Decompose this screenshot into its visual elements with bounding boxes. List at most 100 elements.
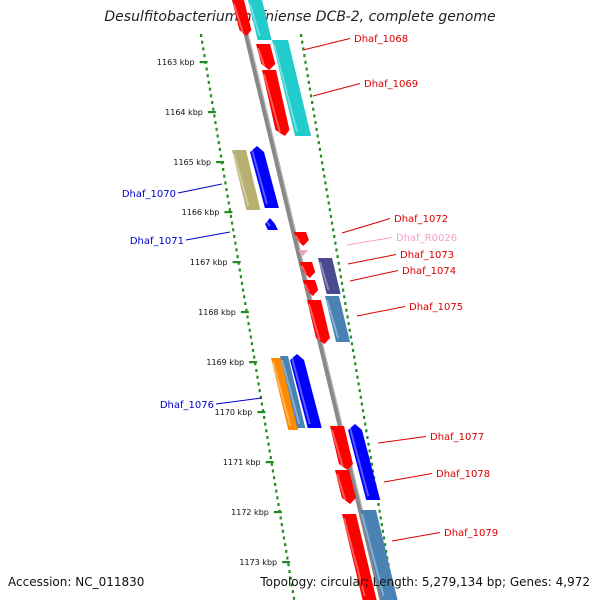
gene-dhaf-1074-shine [304,283,310,293]
gene-dhaf-1074[interactable] [303,280,319,296]
gene-dhaf-1075[interactable] [307,300,330,344]
tick-dot [203,54,206,58]
leader-line [302,38,351,51]
tick-dot [311,101,314,104]
tick-dot [259,395,262,399]
tick-dot [371,469,375,473]
gene-label-right[interactable]: Dhaf_R0026 [396,233,457,244]
gene-label-left[interactable]: Dhaf_1076 [160,400,214,411]
gene-label-right[interactable]: Dhaf_1078 [436,469,490,480]
tick-dot [224,181,227,185]
tick-dot [218,147,221,151]
tick-major [232,261,241,264]
tick-dot [366,436,369,439]
gene-dhaf-1069[interactable] [272,40,312,136]
gene-top-red[interactable] [232,0,252,36]
tick-dot [274,482,277,486]
tick-dot [236,255,239,259]
gene-slate[interactable] [318,258,341,294]
tick-dot [233,235,236,238]
gene-steel-1076-shine [281,359,301,425]
gene-steel-1079[interactable] [360,510,398,600]
tick-dot [229,214,233,218]
gene-top-cyan[interactable] [248,0,272,40]
gene-label-right[interactable]: Dhaf_1079 [444,528,498,539]
gene-steel-1075[interactable] [325,296,351,342]
tick-dot [268,449,271,453]
tick-dot [272,476,276,480]
tick-dot [254,362,257,366]
gene-dhaf-1070[interactable] [250,146,279,208]
gene-label-right[interactable]: Dhaf_1073 [400,250,454,261]
tick-dot [245,308,248,312]
tick-dot [222,168,225,171]
gene-dhaf-1073-shine [301,265,307,275]
tick-dot [289,576,292,580]
gene-label-right[interactable]: Dhaf_1069 [364,79,418,90]
gene-dhaf-1068[interactable] [256,44,276,70]
tick-dot [346,315,349,319]
tick-dot [227,201,230,205]
tick-dot [364,422,367,426]
tick-dot [325,188,328,192]
tick-dot [215,127,218,131]
leader-line [383,473,433,483]
gene-dhaf-1073[interactable] [300,262,316,278]
gene-dhaf-1077[interactable] [330,426,353,470]
tick-dot [223,174,226,178]
genome-title: Desulfitobacterium hafniense DCB-2, comp… [104,9,496,25]
gene-label-left[interactable]: Dhaf_1071 [130,236,184,247]
gene-label-right[interactable]: Dhaf_1068 [354,34,408,45]
gene-olive-shine [233,153,250,207]
gene-dhaf-r0026[interactable] [298,250,308,256]
gene-steel-1076[interactable] [280,356,306,428]
tick-dot [230,221,234,225]
gene-label-left[interactable]: Dhaf_1070 [122,189,176,200]
tick-dot [342,288,345,292]
tick-dot [250,342,254,346]
gene-label-right[interactable]: Dhaf_1077 [430,432,484,443]
tick-dot [336,255,339,259]
tick-dot [267,442,270,446]
leader-line [341,218,391,234]
gene-orange[interactable] [271,358,299,430]
gene-dhaf-1072[interactable] [294,232,309,246]
tick-dot [282,536,286,540]
gene-dhaf-1078b[interactable] [335,470,356,504]
accession-text: Accession: NC_011830 [8,575,145,589]
tick-dot [347,322,350,326]
tick-dot [356,375,359,379]
tick-dot [288,570,291,573]
tick-dot [350,342,354,346]
gene-dhaf-1078[interactable] [348,424,381,500]
tick-label: 1164 kbp [165,108,203,117]
tick-dot [280,523,283,527]
gene-red-1069b-shine [263,73,281,133]
tick-dot [277,503,280,506]
tick-dot [358,389,361,393]
gene-steel-1075-shine [326,299,340,339]
tick-dot [313,114,316,118]
tick-dot [381,529,385,533]
tick-dot [305,67,308,71]
gene-label-right[interactable]: Dhaf_1075 [409,302,463,313]
gene-red-1069b[interactable] [262,70,290,136]
ticks-left [200,34,296,600]
tick-dot [348,328,351,332]
gene-dhaf-1071[interactable] [265,218,278,230]
tick-dot [260,402,264,406]
gene-dhaf-1079[interactable] [342,514,377,600]
gene-olive[interactable] [232,150,261,210]
tick-dot [219,154,223,158]
gene-dhaf-1076[interactable] [290,354,322,428]
tick-dot [365,429,368,433]
tick-dot [232,228,235,232]
tick-dot [281,529,285,533]
gene-dhaf-1072-shine [295,235,301,243]
gene-label-right[interactable]: Dhaf_1074 [402,266,456,277]
gene-label-right[interactable]: Dhaf_1072 [394,214,448,225]
tick-dot [255,369,258,372]
tick-dot [213,114,216,118]
tick-dot [378,509,381,513]
